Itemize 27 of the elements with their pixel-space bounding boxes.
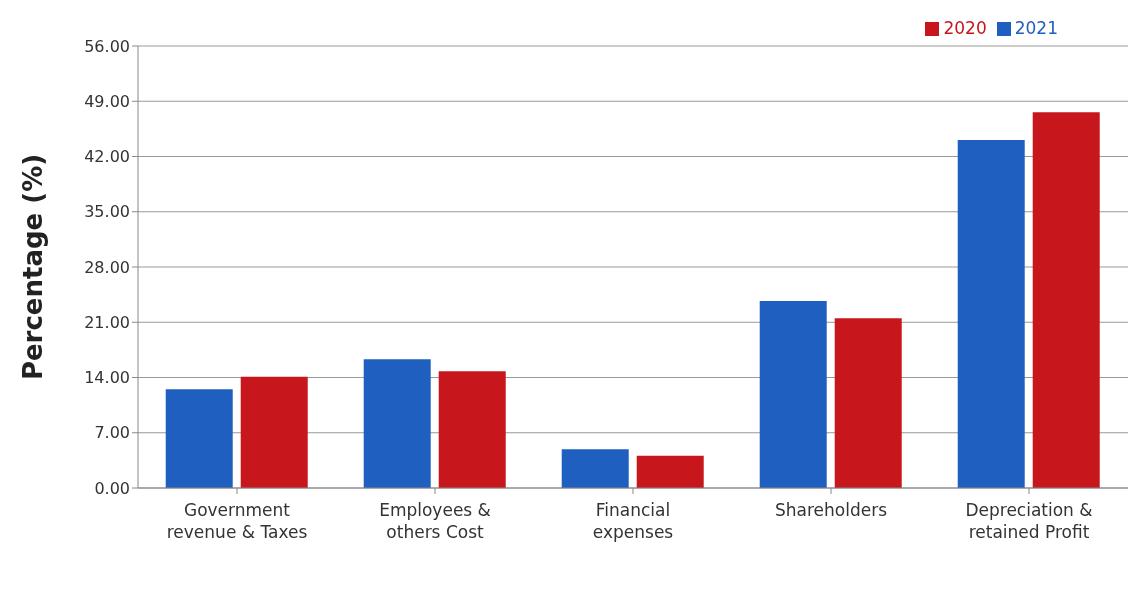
y-tick-label: 42.00: [84, 147, 130, 167]
y-tick-label: 28.00: [84, 257, 130, 277]
bar: [165, 389, 233, 488]
x-tick-label: Financial expenses: [592, 500, 674, 542]
x-tick-label: Government revenue & Taxes: [166, 500, 308, 542]
y-tick-label: 49.00: [84, 91, 130, 111]
bar: [240, 376, 308, 488]
bar: [759, 300, 827, 488]
legend-label: 2021: [1014, 18, 1058, 38]
y-tick-label: 0.00: [94, 478, 130, 498]
x-tick-label: Employees & others Cost: [379, 500, 491, 542]
bar: [957, 139, 1025, 488]
bar: [561, 449, 629, 488]
x-tick-label: Shareholders: [774, 500, 888, 520]
bar: [636, 455, 704, 488]
y-tick-label: 35.00: [84, 202, 130, 222]
y-axis-title: Percentage (%): [18, 153, 49, 381]
bar: [363, 359, 431, 488]
legend-label: 2020: [943, 18, 987, 38]
bar: [1032, 112, 1100, 488]
y-tick-label: 7.00: [94, 423, 130, 443]
y-tick-label: 21.00: [84, 312, 130, 332]
y-tick-label: 14.00: [84, 368, 130, 388]
y-tick-label: 56.00: [84, 36, 130, 56]
bar: [438, 371, 506, 488]
bar: [834, 318, 902, 488]
x-tick-label: Depreciation & retained Profit: [965, 500, 1093, 542]
